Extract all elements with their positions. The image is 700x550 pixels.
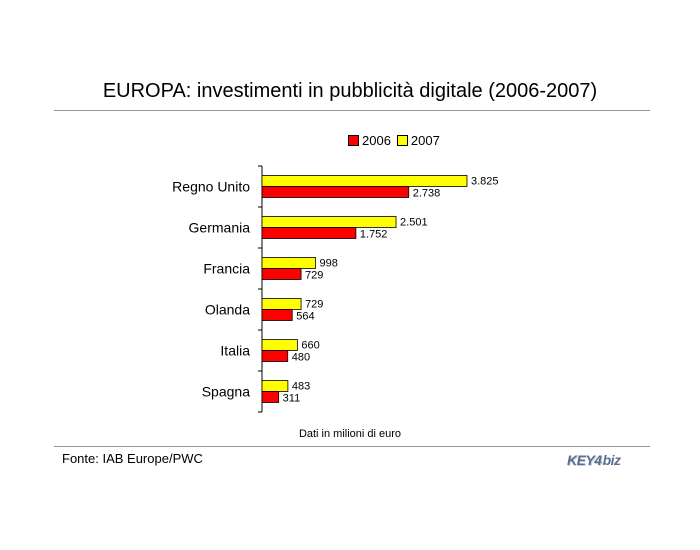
logo-biz: biz xyxy=(602,452,621,468)
category-label: Francia xyxy=(203,261,250,277)
chart-title: EUROPA: investimenti in pubblicità digit… xyxy=(102,80,598,102)
bar-2006 xyxy=(261,309,293,321)
bar-2007 xyxy=(261,298,302,310)
category-label: Spagna xyxy=(202,384,250,400)
legend-swatch-2007 xyxy=(396,135,408,146)
bar-2006 xyxy=(261,391,280,403)
data-label-2006: 311 xyxy=(283,393,301,405)
data-label-2007: 660 xyxy=(301,340,319,352)
data-label-2006: 729 xyxy=(305,270,323,282)
legend-item-2006: 2006 xyxy=(348,133,391,148)
bar-2007 xyxy=(261,380,289,392)
data-label-2006: 2.738 xyxy=(413,188,441,200)
data-label-2007: 3.825 xyxy=(471,176,499,188)
data-label-2007: 998 xyxy=(319,258,337,270)
legend-swatch-2006 xyxy=(348,135,359,146)
bar-2007 xyxy=(261,257,316,269)
category-label: Italia xyxy=(220,343,250,359)
data-label-2006: 1.752 xyxy=(360,229,388,241)
bar-2006 xyxy=(261,350,289,362)
data-label-2006: 564 xyxy=(296,311,314,323)
data-label-2007: 729 xyxy=(305,299,323,311)
bar-2006 xyxy=(261,186,410,198)
data-label-2007: 2.501 xyxy=(400,217,428,229)
data-label-2006: 480 xyxy=(292,352,310,364)
legend-label-2006: 2006 xyxy=(362,133,391,148)
bar-2006 xyxy=(261,227,357,239)
category-label: Olanda xyxy=(205,302,250,318)
bar-2007 xyxy=(261,216,397,228)
title-divider xyxy=(54,110,650,111)
category-label: Germania xyxy=(189,220,251,236)
source-text: Fonte: IAB Europe/PWC xyxy=(62,451,203,466)
legend-item-2007: 2007 xyxy=(396,133,440,148)
data-label-2007: 483 xyxy=(292,381,310,393)
bar-2007 xyxy=(261,175,468,187)
legend-label-2007: 2007 xyxy=(410,133,440,148)
footer-divider xyxy=(54,446,650,447)
key4biz-logo: KEY4 biz xyxy=(567,452,621,468)
bar-2007 xyxy=(261,339,298,351)
units-note: Dati in milioni di euro xyxy=(298,428,402,440)
category-label: Regno Unito xyxy=(172,179,250,195)
chart-legend: 2006 2007 xyxy=(348,133,446,148)
logo-key: KEY4 xyxy=(567,452,602,468)
bar-2006 xyxy=(261,268,302,280)
